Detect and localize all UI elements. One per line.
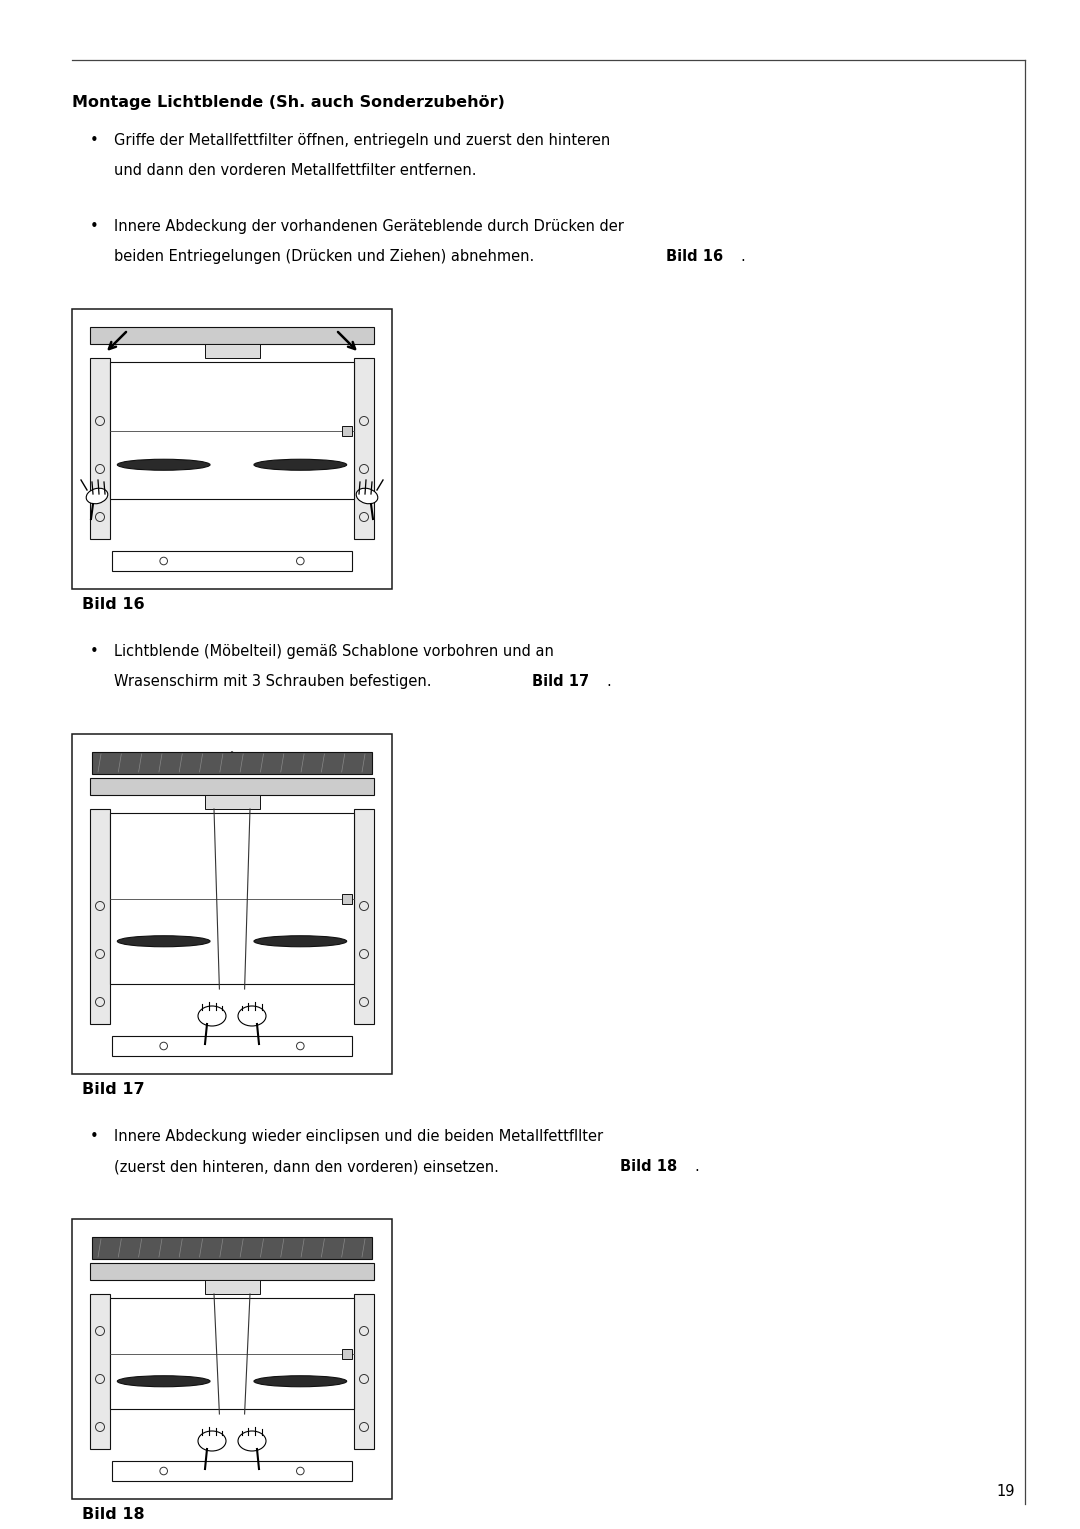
Text: .: . [694, 1159, 699, 1174]
Bar [90, 327, 374, 344]
Bar [342, 425, 352, 436]
Bar [204, 795, 259, 809]
Bar [354, 358, 374, 540]
Text: 19: 19 [997, 1485, 1015, 1498]
Text: Bild 17: Bild 17 [82, 1083, 145, 1096]
Bar [112, 1037, 352, 1057]
Ellipse shape [254, 459, 347, 471]
Ellipse shape [198, 1431, 226, 1451]
Bar [342, 1349, 352, 1358]
Ellipse shape [254, 1376, 347, 1387]
Text: Innere Abdeckung wieder einclipsen und die beiden Metallfettfllter: Innere Abdeckung wieder einclipsen und d… [114, 1128, 603, 1144]
Bar [90, 809, 110, 1024]
Ellipse shape [198, 1006, 226, 1026]
Bar [110, 813, 354, 985]
Text: Griffe der Metallfettfilter öffnen, entriegeln und zuerst den hinteren: Griffe der Metallfettfilter öffnen, entr… [114, 133, 610, 148]
Ellipse shape [118, 936, 210, 946]
Ellipse shape [238, 1006, 266, 1026]
Text: Bild 18: Bild 18 [620, 1159, 677, 1174]
Text: .: . [740, 249, 745, 265]
Text: Montage Lichtblende (Sh. auch Sonderzubehör): Montage Lichtblende (Sh. auch Sonderzube… [72, 95, 504, 110]
Text: und dann den vorderen Metallfettfilter entfernen.: und dann den vorderen Metallfettfilter e… [114, 164, 476, 177]
Ellipse shape [118, 1376, 210, 1387]
Text: Bild 17: Bild 17 [532, 674, 590, 690]
Text: •: • [90, 644, 98, 659]
Bar [72, 734, 392, 1073]
Text: •: • [90, 219, 98, 234]
Bar [90, 1294, 110, 1449]
Bar [204, 344, 259, 358]
Ellipse shape [118, 459, 210, 471]
Bar [110, 1298, 354, 1410]
Bar [90, 778, 374, 795]
Text: beiden Entriegelungen (Drücken und Ziehen) abnehmen.: beiden Entriegelungen (Drücken und Ziehe… [114, 249, 539, 265]
Text: Innere Abdeckung der vorhandenen Geräteblende durch Drücken der: Innere Abdeckung der vorhandenen Geräteb… [114, 219, 624, 234]
Text: Lichtblende (Möbelteil) gemäß Schablone vorbohren und an: Lichtblende (Möbelteil) gemäß Schablone … [114, 644, 554, 659]
Bar [354, 809, 374, 1024]
Bar [72, 1219, 392, 1498]
Ellipse shape [86, 488, 108, 503]
Bar [92, 1237, 372, 1258]
Bar [342, 893, 352, 904]
Bar [90, 358, 110, 540]
Text: •: • [90, 1128, 98, 1144]
Text: •: • [90, 133, 98, 148]
Bar [110, 362, 354, 498]
Text: Bild 18: Bild 18 [82, 1508, 145, 1521]
Ellipse shape [356, 488, 378, 503]
Text: Wrasenschirm mit 3 Schrauben befestigen.: Wrasenschirm mit 3 Schrauben befestigen. [114, 674, 436, 690]
Bar [112, 550, 352, 570]
Bar [90, 1263, 374, 1280]
Ellipse shape [238, 1431, 266, 1451]
Text: .: . [607, 674, 611, 690]
Bar [204, 1280, 259, 1294]
Ellipse shape [254, 936, 347, 946]
Text: (zuerst den hinteren, dann den vorderen) einsetzen.: (zuerst den hinteren, dann den vorderen)… [114, 1159, 503, 1174]
Bar [72, 309, 392, 589]
Text: Bild 16: Bild 16 [82, 596, 145, 612]
Bar [354, 1294, 374, 1449]
Text: Bild 16: Bild 16 [665, 249, 723, 265]
Bar [112, 1462, 352, 1482]
Bar [92, 752, 372, 774]
